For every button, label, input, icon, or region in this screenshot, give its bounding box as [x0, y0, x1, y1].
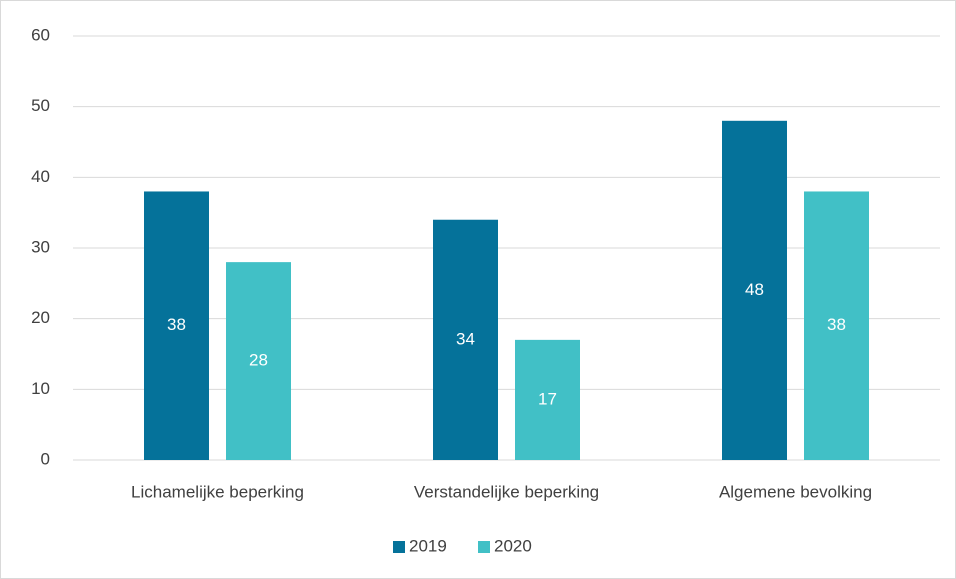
x-tick-label: Algemene bevolking	[719, 482, 872, 501]
bar	[144, 191, 209, 460]
y-tick-label: 50	[31, 96, 50, 115]
bar	[433, 219, 498, 460]
x-tick-label: Lichamelijke beperking	[131, 482, 304, 501]
y-tick-label: 40	[31, 167, 50, 186]
data-label: 17	[538, 389, 557, 408]
data-label: 34	[456, 329, 475, 348]
bar	[804, 191, 869, 460]
legend-swatch	[393, 541, 405, 553]
data-label: 48	[745, 280, 764, 299]
y-tick-label: 20	[31, 308, 50, 327]
legend-label: 2020	[494, 536, 532, 555]
legend-swatch	[478, 541, 490, 553]
y-tick-label: 30	[31, 237, 50, 256]
data-label: 38	[827, 315, 846, 334]
data-label: 28	[249, 351, 268, 370]
bar	[722, 120, 787, 461]
legend-label: 2019	[409, 536, 447, 555]
bar	[515, 339, 580, 460]
x-tick-label: Verstandelijke beperking	[414, 482, 599, 501]
y-tick-label: 60	[31, 25, 50, 44]
y-tick-label: 0	[41, 449, 50, 468]
bar	[226, 262, 291, 460]
y-tick-label: 10	[31, 379, 50, 398]
data-label: 38	[167, 315, 186, 334]
